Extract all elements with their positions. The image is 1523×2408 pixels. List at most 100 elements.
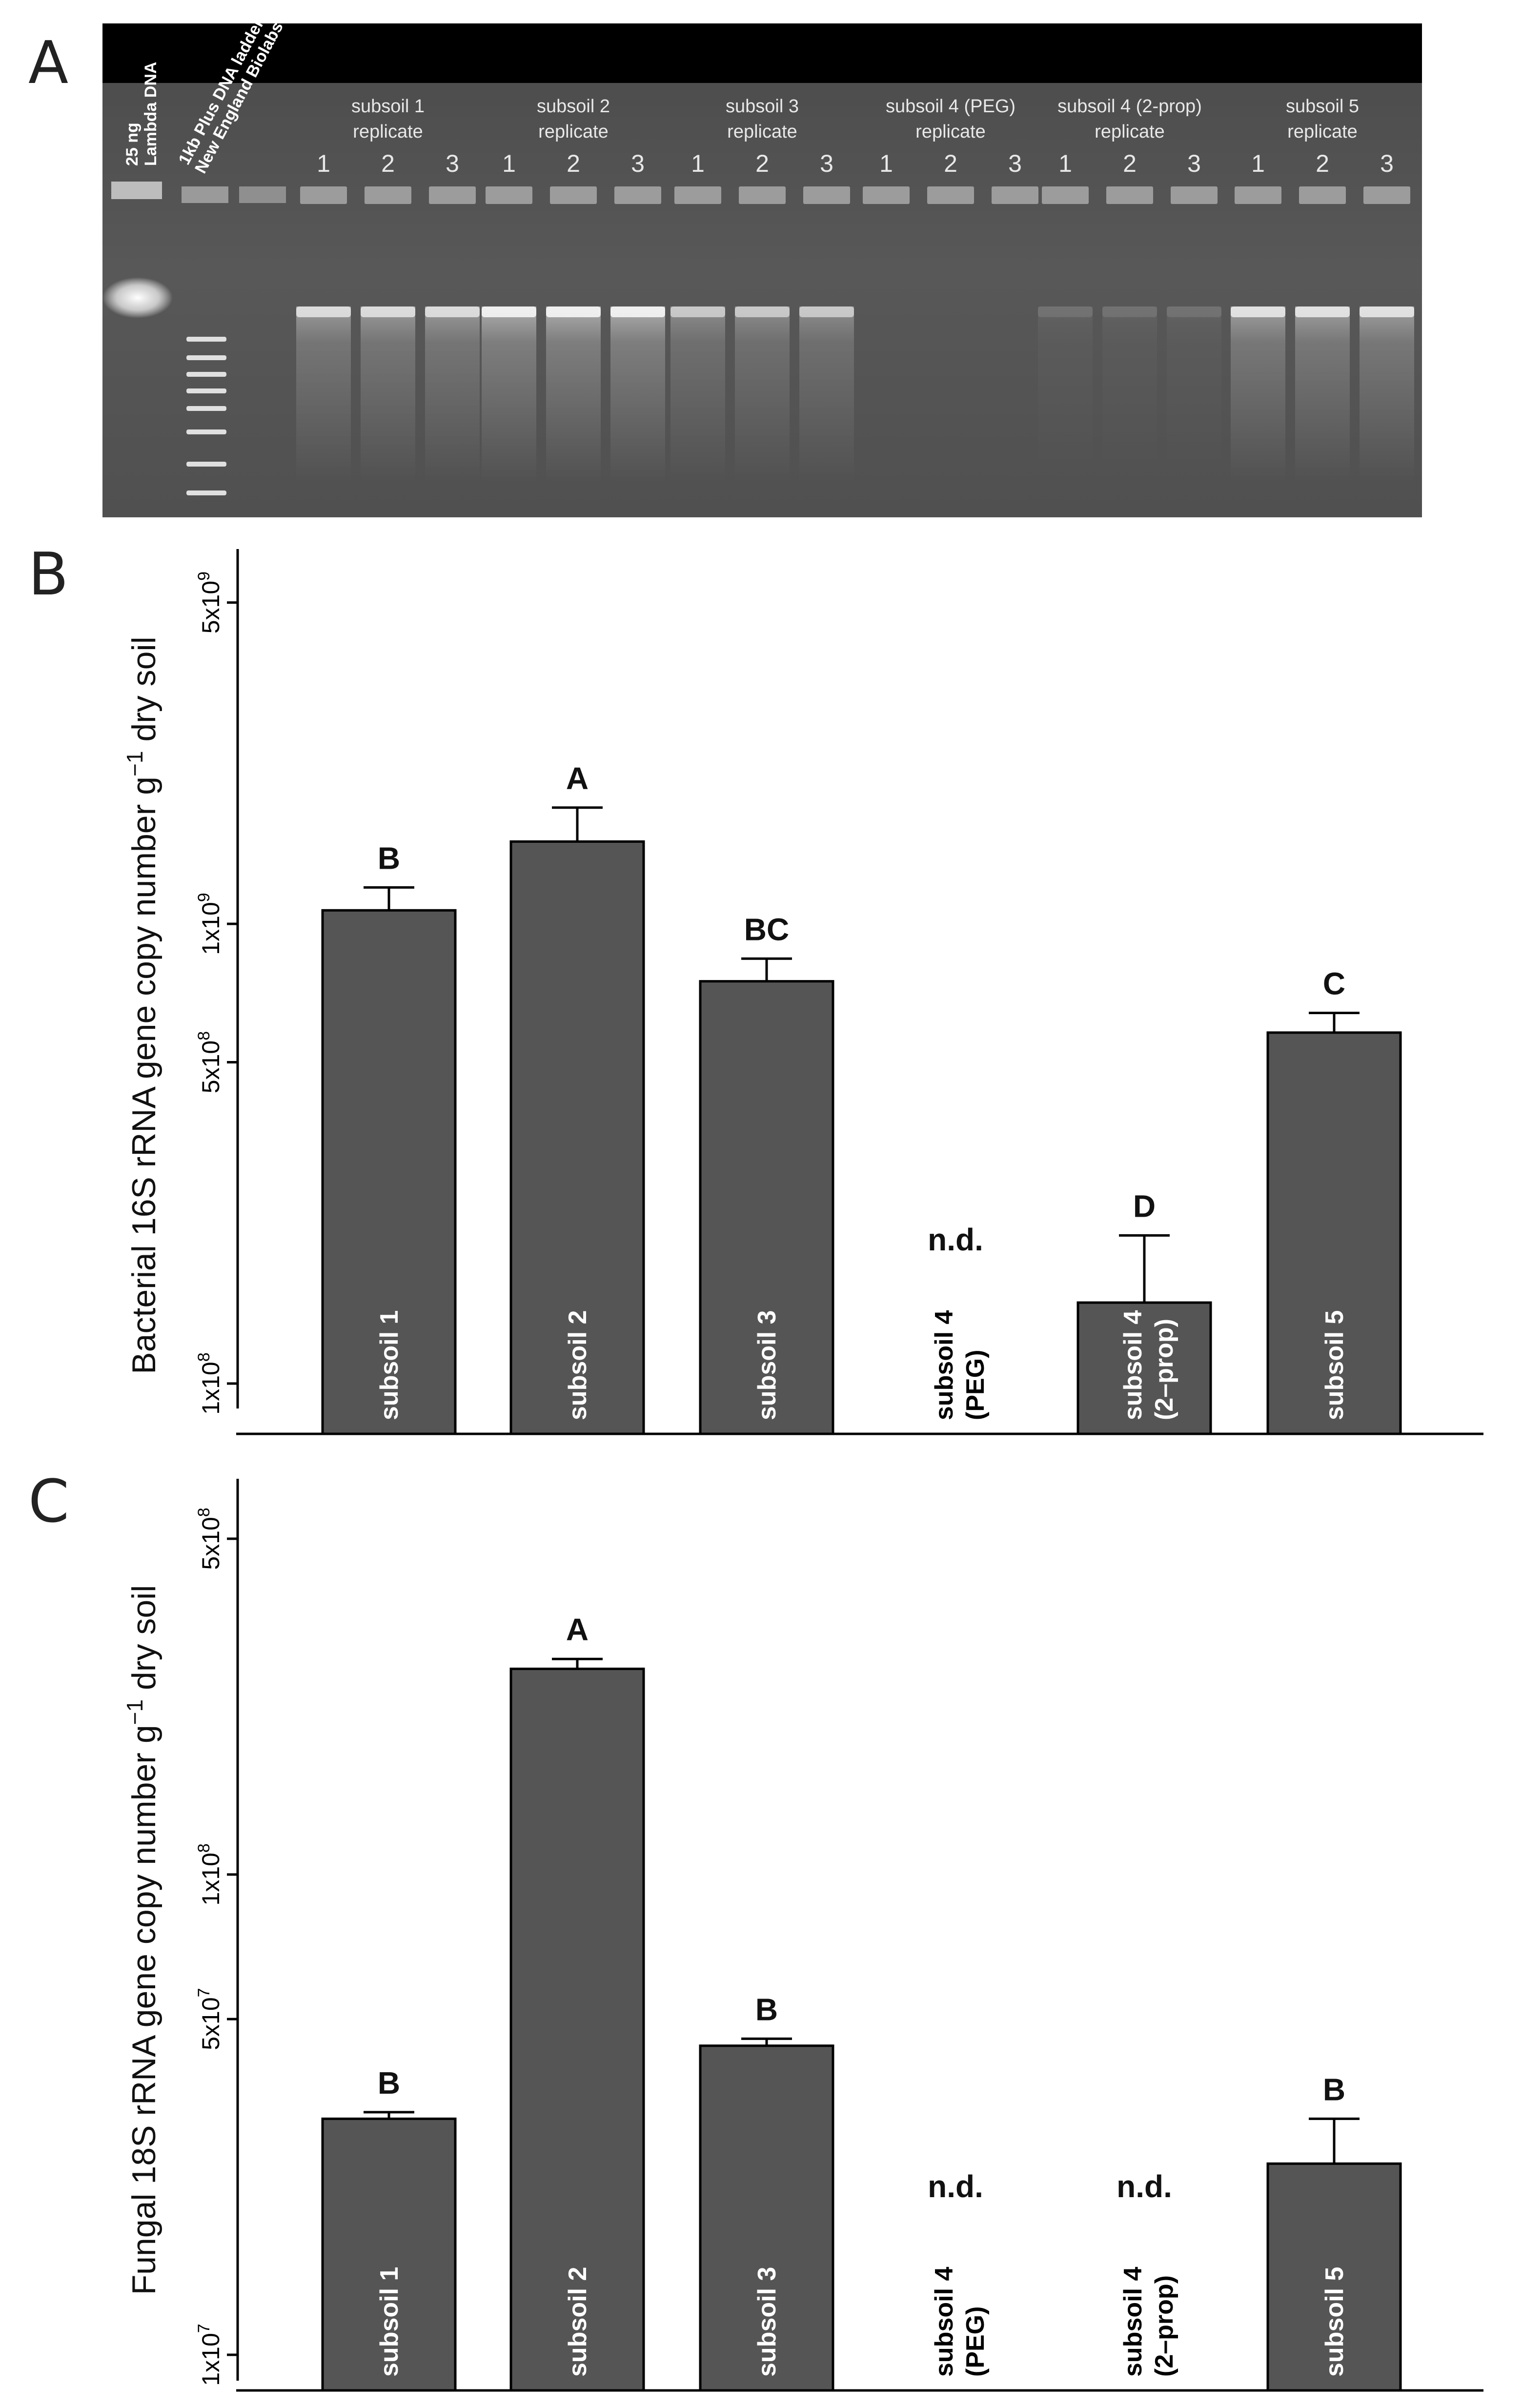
well xyxy=(927,186,974,204)
well xyxy=(1106,186,1153,204)
dna-smear xyxy=(546,306,601,482)
y-tick-label: 5x108 xyxy=(195,1508,224,1570)
gel-group-name: subsoil 3 xyxy=(726,96,799,117)
bar-category-label: subsoil 5 xyxy=(1320,1310,1349,1420)
well xyxy=(863,186,910,204)
gel-group-replicate: replicate xyxy=(353,122,423,142)
dna-band xyxy=(1231,306,1285,317)
gel-group-name: subsoil 5 xyxy=(1286,96,1359,117)
ladder-band xyxy=(186,462,226,467)
gel-group-name: subsoil 2 xyxy=(537,96,610,117)
bar xyxy=(509,1667,645,2392)
dna-smear xyxy=(799,306,854,482)
lane-number: 2 xyxy=(1123,150,1137,177)
y-tick-label: 1x107 xyxy=(195,2324,224,2386)
dna-smear xyxy=(1167,306,1221,482)
lambda-label: 25 ngLambda DNA xyxy=(123,62,160,166)
dna-band xyxy=(546,306,601,317)
significance-letter: B xyxy=(378,2065,400,2101)
dna-smear xyxy=(1102,306,1157,482)
dna-smear xyxy=(610,306,665,482)
well xyxy=(1363,186,1410,204)
dna-band xyxy=(296,306,351,317)
significance-letter: n.d. xyxy=(928,1222,983,1257)
empty-well xyxy=(239,186,286,203)
lane-number: 2 xyxy=(381,150,395,177)
ladder-band xyxy=(186,355,226,360)
gel-group-replicate: replicate xyxy=(1287,122,1358,142)
dna-band xyxy=(1102,306,1157,317)
bar-category-label: subsoil 1 xyxy=(375,2267,404,2377)
dna-band xyxy=(1038,306,1093,317)
ladder-well xyxy=(182,186,228,203)
bar-category-label: subsoil 2 xyxy=(564,2267,592,2377)
bar-category-label: subsoil 4 (PEG) xyxy=(930,2267,990,2377)
y-tick-label: 1x108 xyxy=(195,1352,224,1414)
y-axis-title: Bacterial 16S rRNA gene copy number g−1 … xyxy=(122,636,162,1374)
lane-number: 3 xyxy=(1187,150,1201,177)
bar xyxy=(321,2117,457,2392)
bar xyxy=(1266,2162,1402,2392)
bar-category-label: subsoil 4 (2–prop) xyxy=(1119,2267,1178,2377)
gel-group-name: subsoil 1 xyxy=(351,96,425,117)
significance-letter: D xyxy=(1133,1188,1156,1224)
lane-number: 3 xyxy=(1380,150,1394,177)
dna-smear xyxy=(1360,306,1414,482)
dna-smear xyxy=(425,306,480,482)
bar xyxy=(699,980,834,1435)
significance-letter: A xyxy=(566,761,589,796)
dna-band xyxy=(425,306,480,317)
bar-category-label: subsoil 1 xyxy=(375,1310,404,1420)
ladder-band xyxy=(186,490,226,495)
lane-number: 2 xyxy=(755,150,769,177)
well xyxy=(1171,186,1218,204)
dna-smear xyxy=(1231,306,1285,482)
well xyxy=(674,186,721,204)
lane-number: 1 xyxy=(1058,150,1072,177)
bar xyxy=(1076,1301,1212,1435)
significance-letter: BC xyxy=(744,912,789,947)
lane-number: 1 xyxy=(317,150,330,177)
dna-smear xyxy=(735,306,790,482)
gel-top-bar xyxy=(102,23,1422,83)
well xyxy=(365,186,411,204)
gel-group: subsoil 2 replicate 1 2 3 xyxy=(482,96,665,482)
well xyxy=(992,186,1038,204)
gel-group-replicate: replicate xyxy=(538,122,609,142)
well xyxy=(300,186,347,204)
bar-category-label: subsoil 2 xyxy=(564,1310,592,1420)
dna-smear xyxy=(670,306,725,482)
y-tick-label: 5x107 xyxy=(195,1988,224,2050)
ladder-band xyxy=(186,429,226,434)
dna-smear xyxy=(296,306,351,482)
panel-label-a: A xyxy=(28,29,69,97)
gel-group: subsoil 1 replicate 1 2 3 xyxy=(296,96,480,482)
gel-group-name: subsoil 4 (2-prop) xyxy=(1057,96,1202,117)
lane-number: 3 xyxy=(1008,150,1022,177)
gel-group-replicate: replicate xyxy=(915,122,986,142)
lane-number: 3 xyxy=(820,150,833,177)
lambda-band xyxy=(102,277,173,318)
significance-letter: A xyxy=(566,1612,589,1647)
significance-letter: n.d. xyxy=(928,2169,983,2204)
gel-group: subsoil 4 (PEG) replicate 1 2 3 xyxy=(863,96,1038,204)
dna-band xyxy=(361,306,415,317)
dna-smear xyxy=(482,306,536,482)
dna-band xyxy=(799,306,854,317)
lane-number: 3 xyxy=(631,150,645,177)
dna-band xyxy=(670,306,725,317)
lambda-well xyxy=(111,182,162,199)
gel-group: subsoil 5 replicate 1 2 3 xyxy=(1231,96,1414,482)
y-axis-title: Fungal 18S rRNA gene copy number g−1 dry… xyxy=(122,1585,162,2295)
bar xyxy=(699,2044,834,2392)
dna-band xyxy=(610,306,665,317)
well xyxy=(614,186,661,204)
significance-letter: n.d. xyxy=(1117,2169,1172,2204)
well xyxy=(739,186,786,204)
lane-number: 3 xyxy=(446,150,459,177)
bar-category-label: subsoil 3 xyxy=(753,2267,781,2377)
ladder-band xyxy=(186,406,226,411)
gel-group-name: subsoil 4 (PEG) xyxy=(886,96,1015,117)
lane-number: 1 xyxy=(691,150,705,177)
gel-group: subsoil 3 replicate 1 2 3 xyxy=(670,96,854,482)
